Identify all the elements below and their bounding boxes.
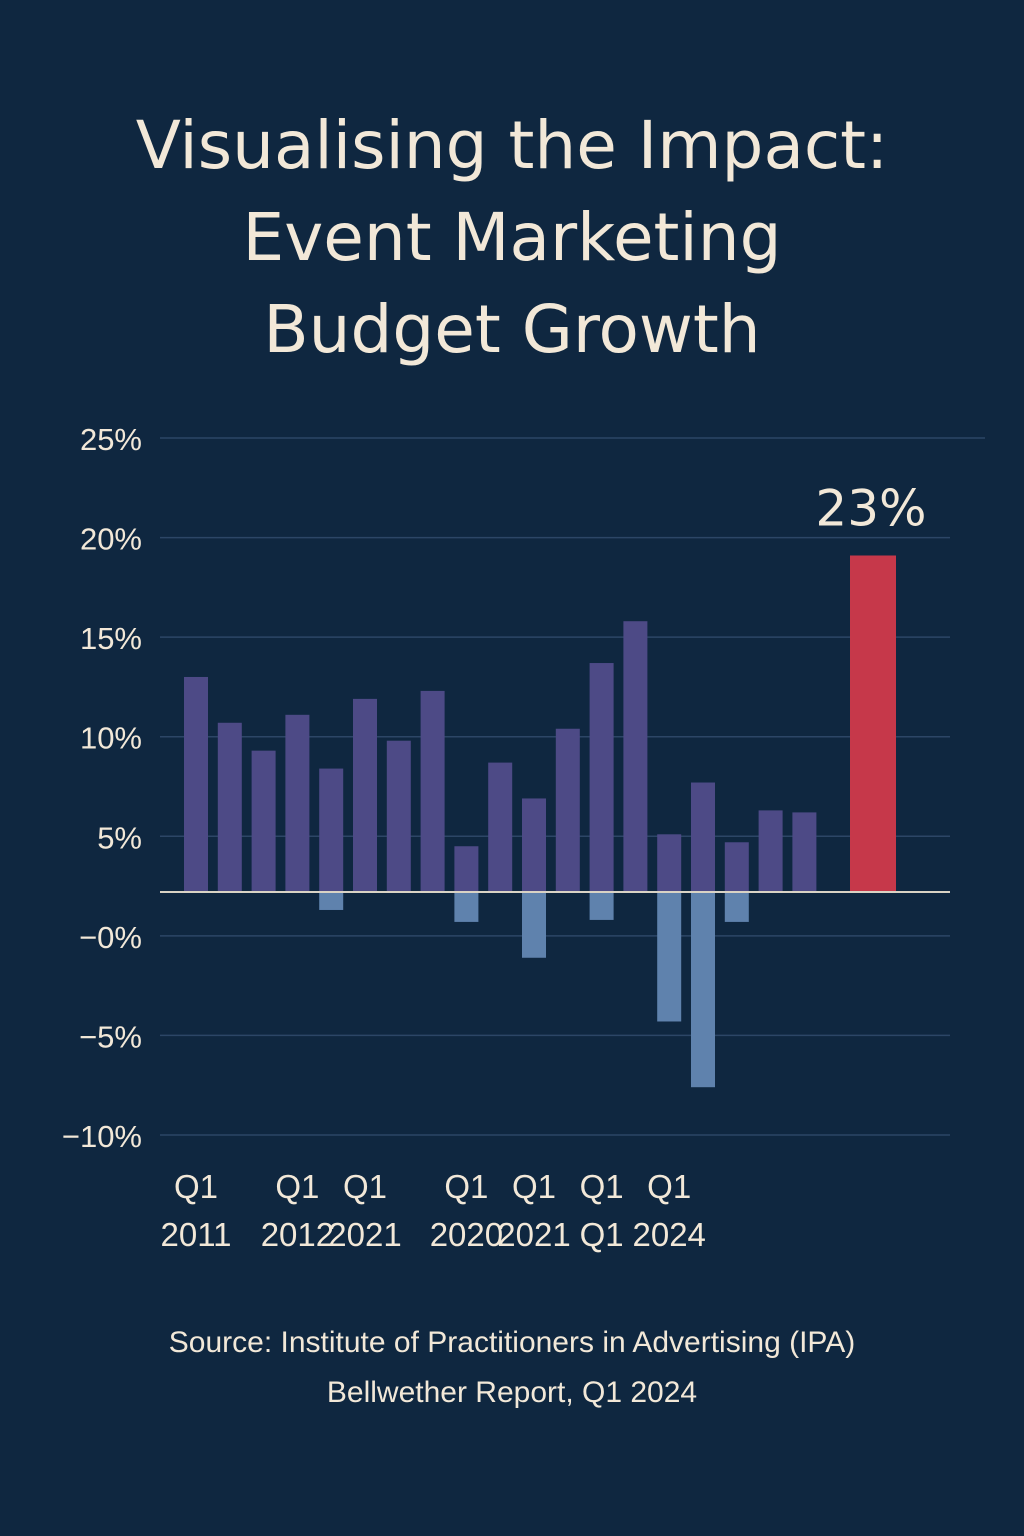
bar (589, 892, 614, 920)
bar (454, 892, 479, 922)
bar (522, 892, 546, 958)
chart-title-line-1: Visualising the Impact: (135, 107, 889, 184)
source-line-2: Bellwether Report, Q1 2024 (326, 1376, 698, 1409)
x-tick-label: Q1 (275, 1168, 319, 1205)
source-line-1: Source: Institute of Practitioners in Ad… (168, 1326, 856, 1359)
bar (488, 762, 513, 893)
bar (724, 842, 749, 893)
x-tick-label: Q1 (580, 1216, 624, 1253)
bar (319, 768, 344, 893)
bar-chart: 25%20%15%10%5%−0%−5%−10%23%Q12011Q12012Q… (62, 422, 985, 1253)
y-tick-label: 20% (80, 522, 142, 557)
bar (251, 750, 276, 893)
y-tick-label: −5% (79, 1019, 142, 1054)
x-tick-label: 2012 (261, 1216, 334, 1253)
bar (217, 722, 242, 893)
bar (522, 798, 546, 893)
x-tick-label: 2020 (430, 1216, 503, 1253)
bar (386, 740, 411, 893)
bar (691, 892, 715, 1088)
bar (319, 892, 344, 910)
y-tick-label: −10% (62, 1119, 142, 1154)
y-tick-label: 15% (80, 621, 142, 656)
x-tick-label: Q1 (647, 1168, 691, 1205)
bar (657, 892, 682, 1022)
chart-title-line-2: Event Marketing (242, 199, 782, 276)
x-tick-label: Q1 (174, 1168, 218, 1205)
y-tick-label: 25% (80, 422, 142, 457)
highlight-bar (850, 555, 896, 893)
source-note: Source: Institute of Practitioners in Ad… (0, 1318, 1024, 1418)
bar (555, 728, 580, 893)
bar (420, 690, 445, 893)
x-tick-label: 2021 (497, 1216, 570, 1253)
highlight-bar-label: 23% (815, 479, 926, 537)
x-tick-label: Q1 (512, 1168, 556, 1205)
bar (184, 676, 208, 893)
bar (353, 698, 377, 893)
bar (792, 812, 817, 893)
bar (657, 834, 682, 893)
x-tick-label: 2024 (632, 1216, 705, 1253)
x-tick-label: Q1 (343, 1168, 387, 1205)
x-tick-label: 2021 (328, 1216, 401, 1253)
bar (285, 714, 310, 893)
bar (691, 782, 715, 893)
bar (589, 663, 614, 893)
y-tick-label: −0% (79, 920, 142, 955)
x-tick-label: 2011 (161, 1216, 232, 1253)
chart-title: Visualising the Impact: Event Marketing … (0, 100, 1024, 376)
bar (724, 892, 749, 922)
x-tick-label: Q1 (444, 1168, 488, 1205)
bar (623, 621, 648, 893)
bar (758, 810, 783, 893)
chart-title-line-3: Budget Growth (263, 291, 761, 368)
y-tick-label: 5% (97, 820, 142, 855)
bar (454, 846, 479, 893)
y-tick-label: 10% (80, 721, 142, 756)
x-tick-label: Q1 (580, 1168, 624, 1205)
